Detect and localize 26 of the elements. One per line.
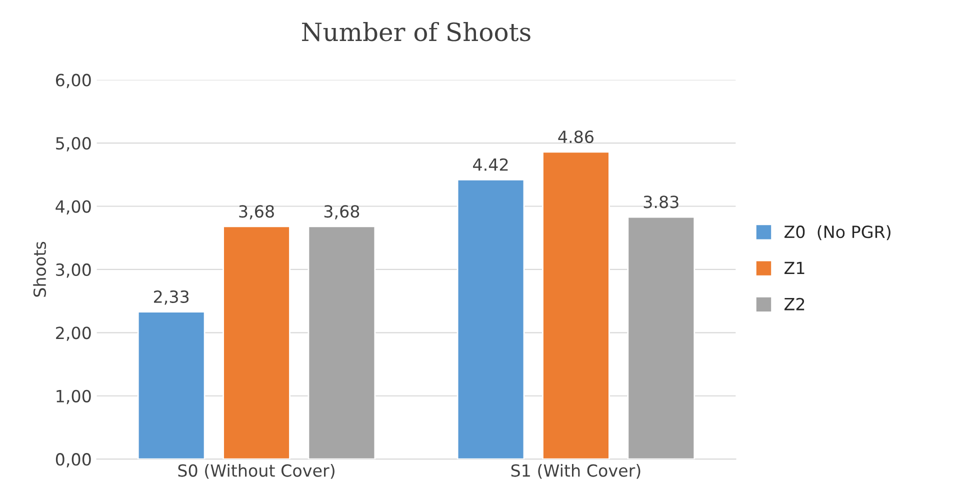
y-tick-label: 1,00 bbox=[56, 390, 91, 404]
bar bbox=[456, 179, 525, 460]
x-tick-label: S1 (With Cover) bbox=[511, 464, 640, 479]
y-tick-label: 4,00 bbox=[56, 200, 91, 215]
y-tick-label: 3,00 bbox=[56, 263, 91, 278]
bar bbox=[308, 226, 376, 460]
y-tick-label: 6,00 bbox=[56, 74, 91, 88]
y-tick-label: 0,00 bbox=[56, 453, 91, 468]
bar bbox=[627, 216, 696, 460]
y-tick-label: 5,00 bbox=[56, 137, 91, 152]
y-axis-title: Shoots bbox=[33, 242, 46, 297]
bar bbox=[542, 151, 610, 460]
data-label: 2,33 bbox=[154, 290, 189, 305]
data-label: 3,68 bbox=[324, 205, 360, 220]
legend-label: Z1 bbox=[784, 262, 804, 274]
data-label: 4.86 bbox=[558, 130, 594, 144]
bar bbox=[137, 311, 206, 460]
data-label: 3.83 bbox=[644, 196, 678, 208]
data-label: 4.42 bbox=[473, 158, 508, 171]
x-tick-label: S0 (Without Cover) bbox=[178, 464, 334, 479]
y-tick-label: 2,00 bbox=[56, 326, 91, 341]
chart-title: Number of Shoots bbox=[302, 22, 530, 42]
data-label: 3,68 bbox=[239, 205, 274, 220]
legend-label: Z0 (No PGR) bbox=[784, 225, 890, 240]
bar bbox=[222, 226, 290, 460]
legend-label: Z2 bbox=[784, 298, 804, 310]
